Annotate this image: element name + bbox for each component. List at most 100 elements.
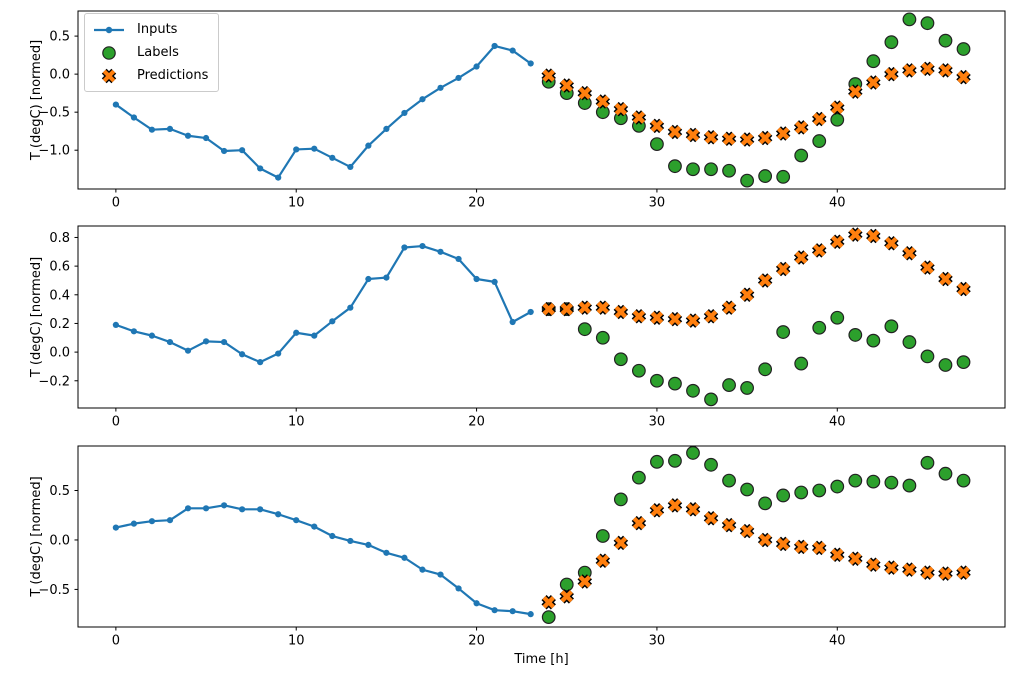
prediction-point [794, 121, 808, 134]
label-point [613, 352, 628, 367]
label-point [722, 163, 736, 178]
input-point [491, 607, 498, 614]
input-point [257, 506, 264, 513]
prediction-point [885, 67, 898, 81]
label-point [595, 105, 610, 120]
input-point [220, 338, 228, 346]
label-point [938, 358, 953, 372]
input-point [311, 145, 318, 152]
input-point [383, 549, 390, 556]
input-point [112, 321, 119, 328]
prediction-point [921, 62, 934, 76]
prediction-point [813, 244, 826, 257]
label-point [830, 310, 845, 325]
prediction-point [794, 251, 808, 264]
label-point [758, 496, 773, 511]
prediction-point [831, 235, 844, 248]
x-tick-label: 0 [112, 196, 120, 211]
label-point [740, 173, 754, 188]
y-tick-label: −1.0 [38, 144, 70, 159]
prediction-point [560, 590, 573, 603]
prediction-point [957, 70, 970, 84]
prediction-point [722, 301, 736, 314]
label-point [650, 137, 664, 152]
prediction-point [722, 518, 736, 532]
label-point [740, 381, 754, 395]
prediction-point [939, 272, 952, 286]
input-point [347, 537, 354, 545]
label-point [776, 325, 791, 339]
prediction-point [813, 112, 826, 126]
label-point [884, 319, 899, 334]
input-point [166, 125, 174, 133]
input-point [166, 517, 174, 524]
prediction-point [668, 312, 682, 326]
input-point [347, 304, 354, 311]
x-tick-label: 30 [649, 196, 666, 211]
prediction-point [668, 125, 682, 139]
prediction-point [758, 131, 772, 145]
prediction-point [867, 558, 880, 571]
input-point [148, 518, 156, 525]
prediction-point [921, 261, 934, 274]
input-point [239, 351, 246, 358]
label-point [595, 529, 610, 543]
y-tick-label: 0.5 [49, 484, 70, 499]
prediction-point [939, 567, 952, 580]
input-point [220, 147, 228, 155]
label-point [758, 362, 773, 377]
prediction-point [578, 301, 592, 314]
input-point [130, 328, 138, 335]
input-point [527, 308, 534, 316]
label-point [884, 35, 899, 50]
prediction-point [903, 563, 916, 576]
input-point [112, 101, 119, 108]
prediction-point [867, 76, 880, 89]
legend: Inputs Labels Predictions [84, 13, 220, 92]
label-point [541, 610, 556, 625]
label-point [866, 54, 881, 69]
input-point [329, 318, 336, 325]
x-tick-label: 30 [649, 415, 666, 430]
prediction-point [903, 247, 916, 260]
subplot-2: 0 10 20 30 40 0.8 0.6 0.4 0.2 0.0 −0.2T (degC) [no… [29, 225, 1006, 430]
prediction-point [849, 228, 862, 241]
prediction-point [578, 86, 592, 100]
prediction-point [939, 64, 952, 77]
y-tick-label: 0.0 [49, 346, 70, 361]
y-tick-label: −0.5 [38, 583, 70, 598]
input-point [275, 350, 282, 357]
legend-label-inputs: Inputs [137, 22, 178, 37]
prediction-point [542, 302, 555, 316]
input-point [257, 359, 264, 366]
legend-label-predictions: Predictions [137, 68, 209, 83]
prediction-point [596, 301, 610, 314]
label-point [668, 453, 682, 468]
input-point [527, 60, 534, 67]
input-point [401, 109, 408, 117]
input-point [509, 608, 516, 615]
x-tick-label: 0 [112, 634, 120, 649]
input-point [148, 126, 156, 133]
x-tick-label: 20 [468, 196, 485, 211]
y-tick-label: 0.0 [49, 533, 70, 548]
input-point [401, 554, 408, 561]
label-point [956, 355, 971, 370]
prediction-point [650, 119, 664, 133]
input-point [184, 505, 192, 512]
y-tick-label: 0.8 [49, 231, 70, 246]
input-point [184, 132, 192, 139]
y-tick-label: 0.2 [49, 317, 70, 332]
prediction-point [560, 79, 573, 92]
input-point [275, 174, 282, 181]
prediction-point [596, 554, 610, 567]
input-point [239, 506, 246, 513]
input-point [311, 332, 318, 339]
legend-entry-labels: Labels [93, 43, 208, 62]
prediction-point [632, 310, 646, 323]
x-tick-label: 30 [649, 634, 666, 649]
input-point [184, 347, 192, 354]
label-point [848, 473, 863, 488]
label-point [956, 473, 971, 488]
input-point [455, 255, 462, 263]
